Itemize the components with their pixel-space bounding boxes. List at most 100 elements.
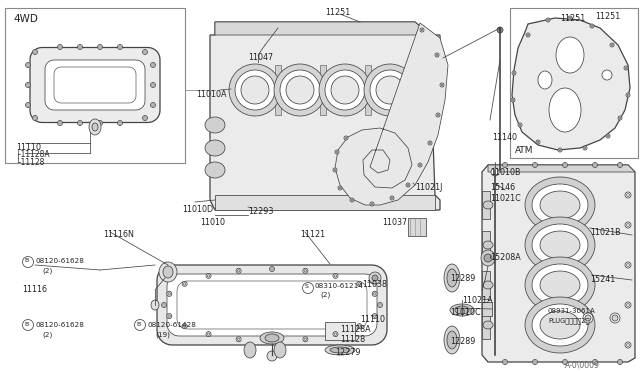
Ellipse shape: [532, 264, 588, 306]
Ellipse shape: [163, 266, 173, 278]
Ellipse shape: [344, 136, 348, 140]
Ellipse shape: [118, 121, 122, 125]
Text: 12293: 12293: [248, 207, 273, 216]
Ellipse shape: [58, 121, 63, 125]
Ellipse shape: [33, 49, 38, 55]
Ellipse shape: [428, 141, 432, 145]
Ellipse shape: [333, 331, 338, 337]
Ellipse shape: [547, 19, 549, 21]
Ellipse shape: [152, 64, 154, 66]
FancyBboxPatch shape: [482, 302, 492, 316]
Ellipse shape: [569, 17, 571, 19]
FancyBboxPatch shape: [482, 231, 490, 259]
Text: 4WD: 4WD: [13, 14, 38, 24]
Text: 12289: 12289: [450, 274, 476, 283]
Polygon shape: [512, 18, 630, 150]
Text: 11251: 11251: [560, 14, 585, 23]
Ellipse shape: [406, 183, 410, 187]
Text: 11021B: 11021B: [590, 228, 621, 237]
Ellipse shape: [564, 164, 566, 166]
Ellipse shape: [511, 98, 515, 102]
Ellipse shape: [627, 304, 630, 307]
Ellipse shape: [77, 45, 83, 49]
Ellipse shape: [497, 27, 503, 33]
Ellipse shape: [182, 324, 187, 328]
Ellipse shape: [236, 337, 241, 342]
Text: (2): (2): [42, 268, 52, 275]
Ellipse shape: [527, 34, 529, 36]
Ellipse shape: [627, 263, 630, 266]
Ellipse shape: [235, 70, 275, 110]
Ellipse shape: [607, 135, 609, 137]
FancyBboxPatch shape: [320, 65, 326, 115]
Text: 11128: 11128: [340, 335, 365, 344]
Ellipse shape: [594, 361, 596, 363]
Ellipse shape: [336, 151, 338, 153]
Ellipse shape: [376, 76, 404, 104]
Ellipse shape: [525, 217, 595, 273]
Ellipse shape: [77, 121, 83, 125]
Ellipse shape: [481, 250, 495, 266]
Ellipse shape: [27, 64, 29, 66]
Text: (2): (2): [320, 292, 330, 298]
Text: 08120-61628: 08120-61628: [35, 322, 84, 328]
Text: └11128: └11128: [16, 158, 44, 167]
Ellipse shape: [532, 304, 588, 346]
Ellipse shape: [568, 16, 572, 20]
Ellipse shape: [491, 168, 499, 176]
Ellipse shape: [450, 304, 474, 316]
Ellipse shape: [379, 304, 381, 306]
Ellipse shape: [625, 262, 631, 268]
Ellipse shape: [372, 314, 377, 319]
Ellipse shape: [538, 71, 552, 89]
Ellipse shape: [606, 134, 610, 138]
Ellipse shape: [627, 224, 630, 227]
Ellipse shape: [304, 269, 307, 272]
Polygon shape: [30, 48, 160, 122]
Ellipse shape: [26, 103, 31, 108]
Ellipse shape: [99, 46, 101, 48]
Ellipse shape: [372, 291, 377, 296]
Ellipse shape: [625, 67, 627, 69]
Ellipse shape: [429, 142, 431, 144]
Ellipse shape: [534, 164, 536, 166]
Ellipse shape: [549, 88, 581, 132]
Ellipse shape: [99, 122, 101, 124]
Text: PLUGプラグ〈2〉: PLUGプラグ〈2〉: [548, 317, 589, 324]
Ellipse shape: [591, 25, 593, 27]
Ellipse shape: [144, 51, 147, 53]
Ellipse shape: [526, 33, 530, 37]
Ellipse shape: [303, 268, 308, 273]
Ellipse shape: [152, 84, 154, 86]
Ellipse shape: [325, 345, 355, 355]
Ellipse shape: [618, 116, 622, 120]
Ellipse shape: [436, 54, 438, 56]
Ellipse shape: [333, 168, 337, 172]
Ellipse shape: [590, 24, 594, 28]
Text: B: B: [24, 321, 29, 327]
Ellipse shape: [610, 313, 620, 323]
Polygon shape: [215, 22, 430, 35]
Ellipse shape: [502, 163, 508, 167]
Ellipse shape: [331, 76, 359, 104]
Ellipse shape: [334, 275, 337, 277]
Ellipse shape: [334, 333, 337, 336]
Ellipse shape: [265, 334, 279, 342]
Ellipse shape: [619, 164, 621, 166]
Ellipse shape: [525, 177, 595, 233]
Ellipse shape: [152, 104, 154, 106]
Ellipse shape: [564, 361, 566, 363]
Ellipse shape: [150, 83, 156, 87]
Ellipse shape: [610, 43, 614, 47]
Text: 12289: 12289: [450, 337, 476, 346]
Text: 11010: 11010: [200, 218, 225, 227]
Ellipse shape: [525, 297, 595, 353]
Ellipse shape: [244, 342, 256, 358]
Ellipse shape: [271, 340, 273, 342]
Text: A-0\0009: A-0\0009: [565, 360, 600, 369]
Ellipse shape: [144, 117, 147, 119]
Ellipse shape: [267, 351, 277, 361]
Ellipse shape: [274, 64, 326, 116]
Ellipse shape: [540, 271, 580, 299]
Ellipse shape: [483, 201, 493, 209]
